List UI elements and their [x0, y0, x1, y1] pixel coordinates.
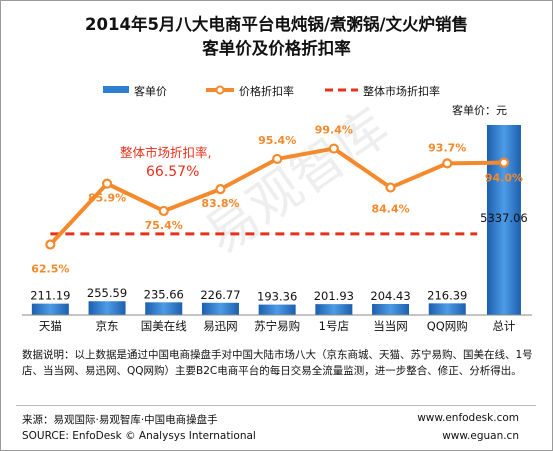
bar-QQ网购 — [428, 303, 466, 315]
legend-label-market: 整体市场折扣率 — [363, 85, 440, 98]
x-tick-label: 国美在线 — [141, 319, 187, 333]
discount-label: 93.7% — [428, 141, 466, 154]
discount-point — [45, 239, 56, 250]
source-divider — [16, 405, 536, 406]
bar-国美在线 — [145, 302, 183, 315]
x-tick-label: 苏宁易购 — [254, 319, 300, 333]
discount-label: 75.4% — [145, 219, 183, 232]
discount-label: 85.9% — [88, 192, 126, 205]
site-eguan: www.eguan.cn — [442, 430, 519, 442]
discount-label: 62.5% — [31, 263, 69, 276]
bar-当当网 — [372, 303, 410, 315]
bar-value-label: 255.59 — [87, 286, 127, 300]
bar-天猫 — [31, 303, 69, 315]
x-tick-label: 易迅网 — [203, 319, 238, 333]
bar-value-label: 211.19 — [30, 289, 70, 303]
legend-label-discount: 价格折扣率 — [239, 85, 294, 98]
chart-title: 2014年5月八大电商平台电炖锅/煮粥锅/文火炉销售 — [85, 15, 468, 34]
discount-point — [272, 153, 283, 165]
bar-1号店 — [315, 304, 353, 315]
discount-point — [328, 143, 339, 154]
bar-苏宁易购 — [258, 304, 296, 315]
discount-label: 99.4% — [315, 124, 353, 137]
bar-总计 — [486, 125, 521, 315]
discount-point — [385, 182, 396, 193]
source-en: SOURCE: EnfoDesk © Analysys Internationa… — [22, 430, 256, 442]
source-cn: 来源：易观国际·易观智库·中国电商操盘手 — [22, 414, 218, 426]
x-tick-label: 总计 — [492, 319, 515, 333]
x-tick-label: 京东 — [96, 319, 119, 333]
chart-subtitle: 客单价及价格折扣率 — [202, 39, 351, 58]
discount-point — [215, 184, 226, 195]
x-tick-label: 1号店 — [319, 319, 349, 333]
bar-value-label: 193.36 — [257, 290, 297, 304]
unit-label: 客单价：元 — [452, 104, 507, 117]
x-tick-label: 当当网 — [373, 319, 408, 333]
legend-swatch-bar — [103, 86, 129, 93]
x-tick-label: 天猫 — [39, 319, 62, 333]
data-note: 数据说明：以上数据是通过中国电商操盘手对中国大陆市场八大（京东商城、天猫、苏宁易… — [22, 349, 533, 377]
legend-swatch-marker — [215, 85, 225, 95]
discount-point — [101, 178, 113, 189]
bar-value-label: 201.93 — [314, 289, 354, 303]
x-tick-label: QQ网购 — [427, 319, 468, 333]
bar-value-label: 204.43 — [370, 289, 410, 303]
discount-point — [158, 205, 169, 217]
site-enfodesk: www.enfodesk.com — [417, 412, 519, 424]
discount-label: 83.8% — [201, 197, 239, 210]
discount-label: 95.4% — [258, 134, 296, 147]
market-discount-annotation: 整体市场折扣率, — [120, 145, 212, 160]
discount-point — [442, 158, 453, 169]
bar-易迅网 — [201, 302, 239, 315]
market-discount-value: 66.57% — [146, 164, 200, 180]
bar-value-label: 216.39 — [427, 288, 467, 302]
bar-value-label: 226.77 — [200, 288, 240, 302]
bar-value-label: 235.66 — [144, 287, 184, 301]
discount-label: 84.4% — [371, 203, 409, 216]
bar-value-label: 5337.06 — [480, 211, 528, 225]
bar-京东 — [88, 301, 126, 315]
discount-label: 94.0% — [485, 172, 523, 185]
discount-point — [498, 157, 510, 168]
legend-label-price: 客单价 — [134, 85, 167, 98]
